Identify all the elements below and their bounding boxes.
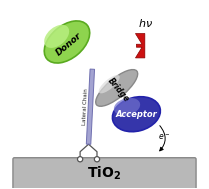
Ellipse shape <box>44 21 90 63</box>
Text: Bridge: Bridge <box>106 76 131 104</box>
Ellipse shape <box>96 70 138 106</box>
Ellipse shape <box>99 75 120 93</box>
Text: Donor: Donor <box>54 31 83 57</box>
Circle shape <box>78 157 83 162</box>
Polygon shape <box>135 33 145 58</box>
Text: $e^-$: $e^-$ <box>158 133 171 143</box>
Ellipse shape <box>114 98 140 115</box>
Ellipse shape <box>112 97 160 132</box>
Text: Acceptor: Acceptor <box>116 110 157 119</box>
FancyBboxPatch shape <box>13 158 196 189</box>
Text: $\mathbf{TiO_2}$: $\mathbf{TiO_2}$ <box>88 165 121 182</box>
Text: $h\nu$: $h\nu$ <box>138 17 153 29</box>
Polygon shape <box>86 69 94 144</box>
Text: Lateral Chain: Lateral Chain <box>82 88 89 125</box>
Circle shape <box>94 157 100 162</box>
Ellipse shape <box>44 25 69 48</box>
